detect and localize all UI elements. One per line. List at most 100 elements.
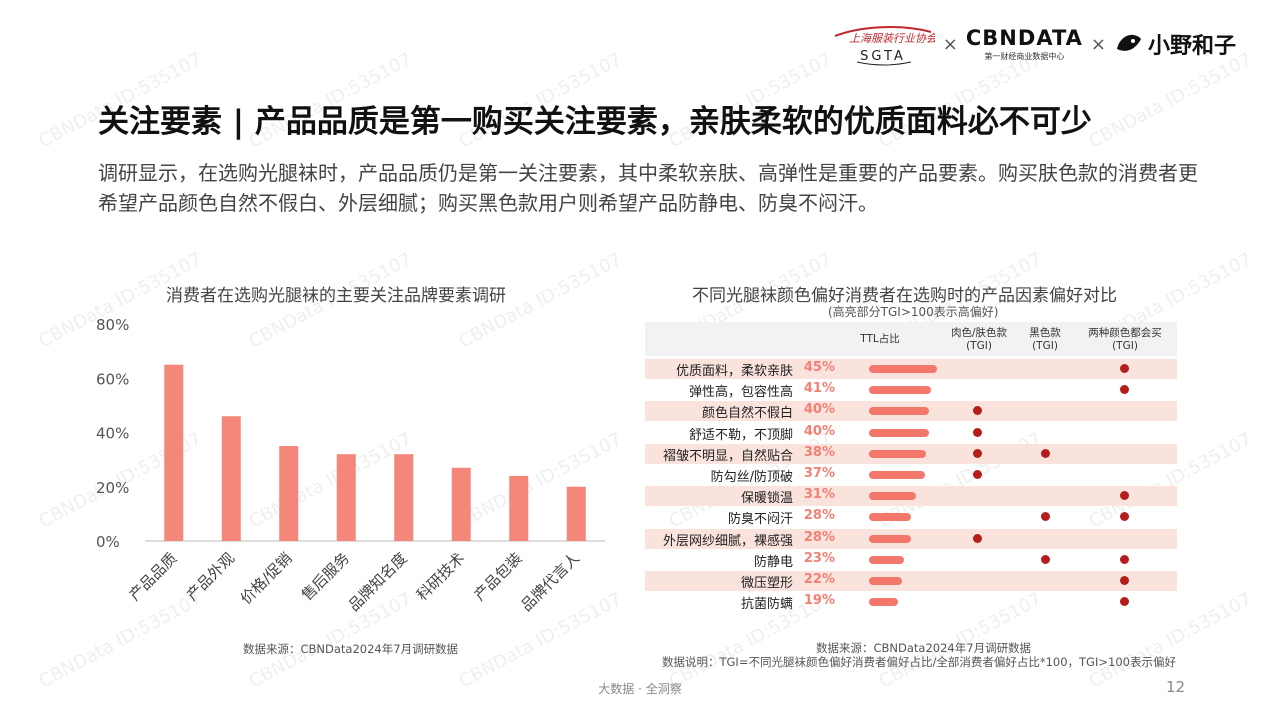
tgi-highlight-dot-black xyxy=(1041,554,1050,564)
row-bar xyxy=(869,598,898,607)
x-tick-label: 品牌代言人 xyxy=(517,549,583,615)
bar xyxy=(336,454,356,541)
row-label: 弹性高，包容性高 xyxy=(688,385,793,401)
row-percent: 19% xyxy=(803,593,835,609)
row-percent: 37% xyxy=(803,466,835,481)
row-bar xyxy=(869,577,903,585)
table-row: 舒适不勒，不顶脚 40% xyxy=(645,423,1177,443)
x-tick-label: 产品外观 xyxy=(183,549,238,604)
bar xyxy=(566,486,586,541)
tgi-highlight-dot-black xyxy=(1041,448,1050,458)
y-tick-label: 0% xyxy=(96,533,120,551)
x-tick-label: 价格/促销 xyxy=(237,549,296,608)
table-row: 颜色自然不假白 40% xyxy=(645,401,1177,422)
row-percent: 40% xyxy=(803,423,835,439)
row-bar xyxy=(869,407,930,416)
page-title: 关注要素 | 产品品质是第一购买关注要素，亲肤柔软的优质面料必不可少 xyxy=(98,104,1092,140)
tgi-highlight-dot-skin xyxy=(973,533,982,543)
left-chart-title: 消费者在选购光腿袜的主要关注品牌要素调研 xyxy=(166,286,506,306)
tgi-highlight-dot-both xyxy=(1120,597,1129,607)
row-bar xyxy=(869,492,916,501)
table-row: 抗菌防螨 19% xyxy=(645,592,1177,612)
row-label: 优质面料，柔软亲肤 xyxy=(675,364,793,379)
table-row: 防臭不闷汗 28% xyxy=(645,507,1177,527)
logo-separator-2: × xyxy=(1090,33,1106,55)
x-tick-label: 科研技术 xyxy=(413,549,468,604)
row-percent: 31% xyxy=(803,487,835,503)
tgi-highlight-dot-both xyxy=(1120,554,1129,564)
tgi-highlight-dot-both xyxy=(1120,385,1129,395)
row-label: 抗菌防螨 xyxy=(740,597,793,613)
tgi-highlight-dot-skin xyxy=(973,448,982,458)
sgta-logo: 上海服装行业协会 SGTA xyxy=(834,26,935,66)
table-header-row xyxy=(645,322,1177,356)
row-bar xyxy=(869,386,931,395)
y-tick-label: 60% xyxy=(96,370,129,388)
row-percent: 28% xyxy=(803,508,835,524)
row-bar xyxy=(869,365,937,373)
table-row: 防静电 23% xyxy=(645,550,1177,570)
row-label: 褶皱不明显，自然贴合 xyxy=(662,448,793,464)
tgi-highlight-dot-both xyxy=(1120,364,1129,373)
logo-separator: × xyxy=(942,33,958,55)
right-chart-note: 数据说明：TGI=不同光腿袜颜色偏好消费者偏好占比/全部消费者偏好占比*100，… xyxy=(662,655,1176,669)
tgi-highlight-dot-both xyxy=(1120,491,1129,501)
row-percent: 40% xyxy=(803,402,835,418)
table-row: 保暖锁温 31% xyxy=(645,486,1177,507)
bar xyxy=(394,454,414,541)
row-label: 防臭不闷汗 xyxy=(727,512,793,528)
table-row: 优质面料，柔软亲肤 45% xyxy=(645,359,1177,379)
row-percent: 23% xyxy=(803,550,835,566)
header-black: 黑色款 (TGI) xyxy=(1029,327,1061,352)
x-tick-label: 产品品质 xyxy=(125,549,180,604)
row-bar xyxy=(869,513,912,522)
row-label: 防勾丝/防顶破 xyxy=(710,470,793,485)
xiaoyehezi-icon xyxy=(1116,34,1141,51)
row-percent: 28% xyxy=(803,529,835,545)
y-tick-label: 20% xyxy=(96,479,129,497)
x-tick-label: 品牌知名度 xyxy=(345,549,411,615)
row-bar xyxy=(869,555,904,564)
row-percent: 38% xyxy=(803,444,835,460)
row-bar xyxy=(869,449,927,458)
table-row: 外层网纱细腻，裸感强 28% xyxy=(645,528,1177,549)
header-ttl: TTL占比 xyxy=(860,333,900,345)
tgi-highlight-dot-skin xyxy=(973,427,982,437)
right-chart-subtitle: (高亮部分TGI>100表示高偏好) xyxy=(828,305,999,319)
page-number: 12 xyxy=(1166,678,1186,696)
tgi-highlight-dot-black xyxy=(1041,512,1050,522)
row-label: 微压塑形 xyxy=(740,576,793,591)
row-percent: 45% xyxy=(803,360,835,375)
left-chart-source: 数据来源：CBNData2024年7月调研数据 xyxy=(243,642,459,656)
bar xyxy=(279,446,299,541)
row-label: 保暖锁温 xyxy=(740,491,793,507)
bar xyxy=(221,416,241,541)
svg-text:上海服装行业协会: 上海服装行业协会 xyxy=(849,32,935,45)
right-chart-source: 数据来源：CBNData2024年7月调研数据 xyxy=(816,641,1032,655)
row-bar xyxy=(869,471,925,479)
row-label: 防静电 xyxy=(753,554,793,570)
row-percent: 41% xyxy=(803,381,835,397)
table-row: 弹性高，包容性高 41% xyxy=(645,380,1177,400)
svg-text:SGTA: SGTA xyxy=(860,49,906,64)
footer-slogan: 大数据 · 全洞察 xyxy=(598,682,682,696)
preference-table: TTL占比 肉色/肤色款 (TGI) 黑色款 (TGI) 两种颜色都会买 (TG… xyxy=(645,322,1177,622)
table-row: 微压塑形 22% xyxy=(645,571,1177,591)
x-tick-label: 售后服务 xyxy=(298,549,353,604)
bar xyxy=(164,364,184,541)
table-row: 褶皱不明显，自然贴合 38% xyxy=(645,443,1177,464)
table-row: 防勾丝/防顶破 37% xyxy=(645,465,1177,485)
y-tick-label: 80% xyxy=(96,316,129,334)
cbndata-logo: CBNDATA 第一财经商业数据中心 xyxy=(965,25,1083,61)
page-description: 调研显示，在选购光腿袜时，产品品质仍是第一关注要素，其中柔软亲肤、高弹性是重要的… xyxy=(98,161,1198,215)
x-tick-label: 产品包装 xyxy=(470,549,525,604)
bar xyxy=(509,475,529,541)
y-tick-label: 40% xyxy=(96,425,129,443)
xiaoyehezi-logo: 小野和子 xyxy=(1114,28,1236,60)
row-label: 外层网纱细腻，裸感强 xyxy=(662,533,793,549)
header-skin-color: 肉色/肤色款 (TGI) xyxy=(950,327,1008,352)
row-label: 颜色自然不假白 xyxy=(701,406,793,422)
header-both: 两种颜色都会买 (TGI) xyxy=(1088,327,1162,352)
tgi-highlight-dot-both xyxy=(1120,576,1129,585)
tgi-highlight-dot-skin xyxy=(973,406,982,416)
